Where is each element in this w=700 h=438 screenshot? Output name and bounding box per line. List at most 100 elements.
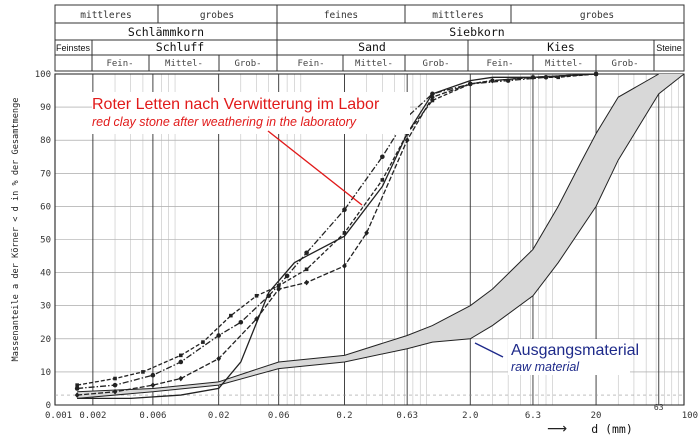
raw-material-lower xyxy=(77,73,685,399)
x-tick-label: 0.06 xyxy=(268,411,290,421)
data-point xyxy=(229,313,233,318)
annotation-red-english: red clay stone after weathering in the l… xyxy=(92,115,357,129)
annotation-red-german: Roter Letten nach Verwitterung im Labor xyxy=(92,96,380,113)
plot-frame xyxy=(54,73,685,406)
header-steine: Steine xyxy=(656,43,682,53)
y-tick-label: 0 xyxy=(46,401,51,411)
data-point xyxy=(342,263,347,269)
y-tick-label: 70 xyxy=(40,169,51,179)
x-tick-label: 63 xyxy=(654,403,664,412)
data-point xyxy=(304,279,309,286)
header-subclass: Fein- xyxy=(297,59,324,69)
header-grobes-left: grobes xyxy=(200,10,234,21)
y-tick-label: 100 xyxy=(35,70,51,80)
y-tick-label: 50 xyxy=(40,236,51,246)
x-tick-label: 0.001 xyxy=(45,411,72,421)
x-tick-label: 0.02 xyxy=(208,411,230,421)
data-point xyxy=(150,382,156,388)
data-point xyxy=(467,81,473,87)
data-point xyxy=(216,355,222,362)
data-point xyxy=(179,353,183,358)
y-tick-label: 10 xyxy=(40,368,51,378)
x-tick-label: 6.3 xyxy=(525,411,541,421)
header-mittleres-right: mittleres xyxy=(432,10,483,21)
data-point xyxy=(216,333,221,338)
data-point xyxy=(178,375,184,382)
annotation-blue-german: Ausgangsmaterial xyxy=(511,342,639,359)
series-line xyxy=(77,73,597,386)
data-point xyxy=(364,230,370,236)
x-tick-label: 20 xyxy=(591,411,602,421)
x-axis-arrow: ⟶ xyxy=(547,421,567,437)
data-point xyxy=(75,383,79,387)
raw-material-upper xyxy=(77,73,660,393)
data-point xyxy=(284,273,290,279)
data-point xyxy=(112,388,118,395)
header-schluff: Schluff xyxy=(156,40,204,54)
data-point xyxy=(150,372,156,378)
data-point xyxy=(404,137,410,143)
annotation-red-leader xyxy=(267,130,363,206)
data-point xyxy=(74,386,80,391)
header-subclass: Fein- xyxy=(486,59,513,69)
data-point xyxy=(141,370,145,374)
series-line xyxy=(77,73,597,396)
y-tick-label: 80 xyxy=(40,136,51,146)
data-point xyxy=(74,392,80,398)
annotation-red-bg xyxy=(92,92,410,134)
x-tick-label: 0.63 xyxy=(396,411,418,421)
data-point xyxy=(304,267,309,272)
data-point xyxy=(490,77,495,84)
header-subclass: Mittel- xyxy=(545,59,583,69)
data-point xyxy=(380,178,385,182)
raw-material-band xyxy=(77,74,684,399)
header-sand: Sand xyxy=(358,40,386,54)
data-point xyxy=(254,293,259,298)
x-tick-label: 0.006 xyxy=(139,411,166,421)
data-point xyxy=(276,286,282,292)
x-tick-label: 0.2 xyxy=(336,411,352,421)
annotation-blue-bg xyxy=(508,339,630,375)
data-point xyxy=(201,340,205,344)
x-tick-label: 0.002 xyxy=(79,411,106,421)
header-table: mittleres grobes feines mittleres grobes Schl… xyxy=(54,4,685,72)
annotation-blue-leader xyxy=(474,342,504,358)
header-kies: Kies xyxy=(547,40,575,54)
y-tick-label: 30 xyxy=(40,302,51,312)
header-siebkorn: Siebkorn xyxy=(449,25,504,39)
series-line xyxy=(77,73,597,390)
data-point xyxy=(112,382,118,388)
series-line xyxy=(77,73,597,400)
data-point xyxy=(380,154,385,160)
x-tick-label: 100 xyxy=(682,411,698,421)
header-subclass: Mittel- xyxy=(165,59,203,69)
data-point xyxy=(178,359,184,365)
header-subclass: Grob- xyxy=(611,59,638,69)
data-point xyxy=(342,207,347,213)
y-axis-label: Massenanteile a der Körner < d in % der … xyxy=(11,98,21,362)
data-point xyxy=(430,98,435,103)
header-subclass: Grob- xyxy=(234,59,261,69)
header-subclass: Fein- xyxy=(106,59,133,69)
data-point xyxy=(304,250,309,256)
y-tick-label: 40 xyxy=(40,269,51,279)
data-point xyxy=(342,231,347,235)
series-4 xyxy=(77,73,597,400)
header-schlaemmkorn: Schlämmkorn xyxy=(128,25,204,39)
data-point xyxy=(113,376,117,381)
header-subclass: Grob- xyxy=(422,59,449,69)
x-tick-label: 2.0 xyxy=(462,411,478,421)
header-grobes-right: grobes xyxy=(580,10,614,21)
y-tick-label: 20 xyxy=(40,335,51,345)
x-axis-label: d (mm) xyxy=(591,422,633,436)
header-feines: feines xyxy=(324,10,358,21)
data-point xyxy=(238,319,244,325)
y-tick-label: 60 xyxy=(40,202,51,212)
header-mittleres-left: mittleres xyxy=(80,10,131,21)
data-point xyxy=(556,75,560,80)
y-tick-label: 90 xyxy=(40,103,51,113)
annotation-blue-english: raw material xyxy=(511,360,580,374)
header-feinstes: Feinstes xyxy=(56,43,91,53)
header-frame xyxy=(54,4,685,72)
